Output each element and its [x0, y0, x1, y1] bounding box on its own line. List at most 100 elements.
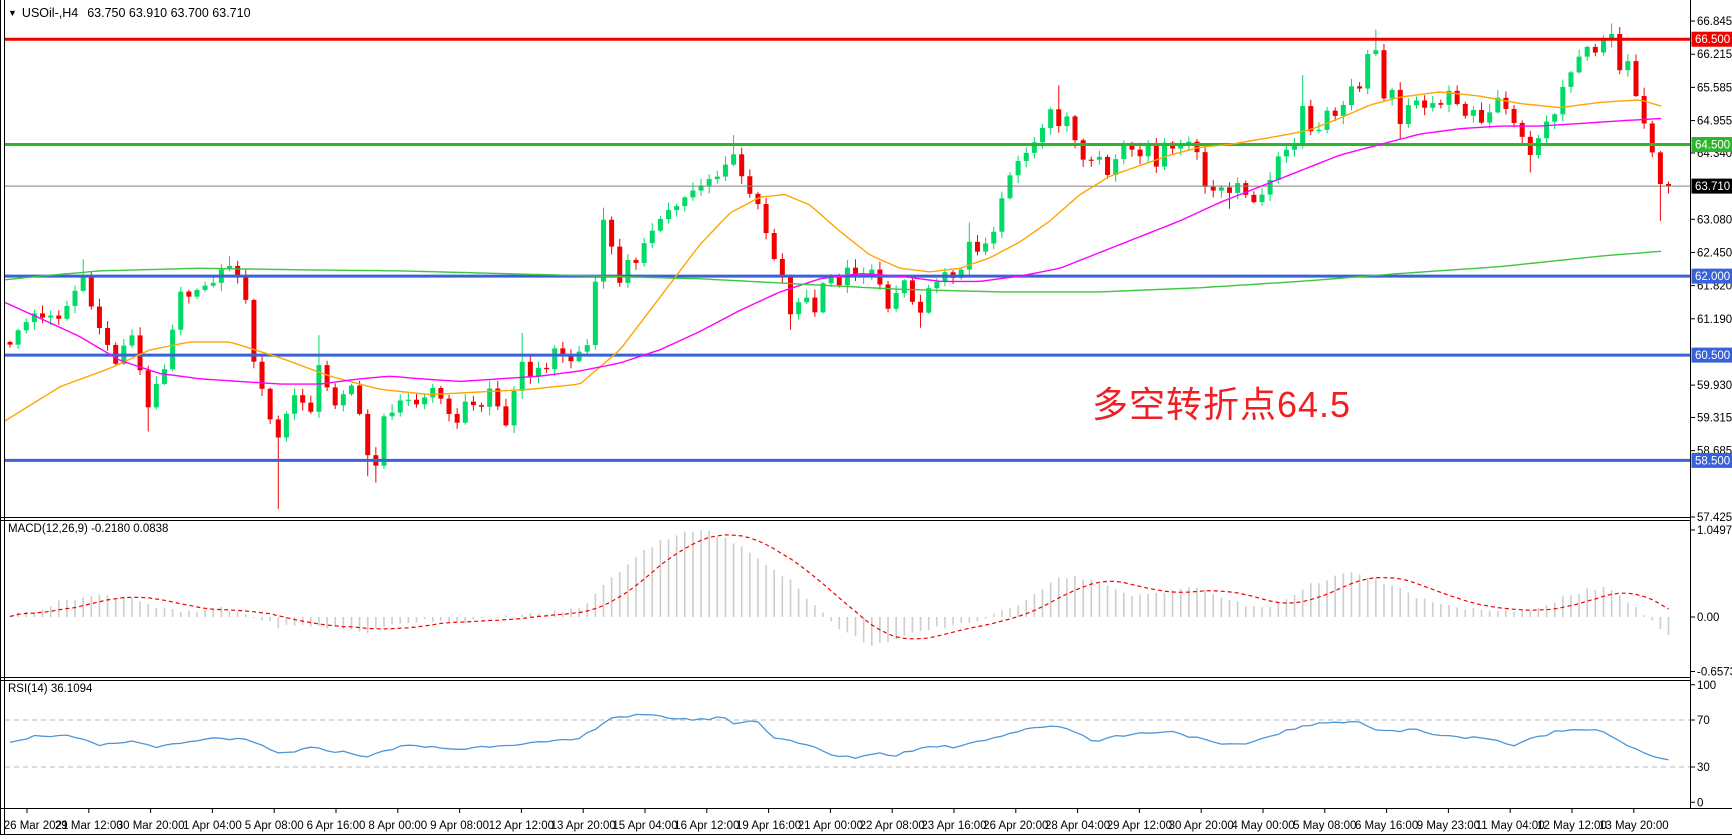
candle-body	[1300, 106, 1306, 145]
candle	[422, 393, 428, 410]
candle-body	[332, 387, 338, 406]
candle-body	[259, 361, 265, 389]
candle	[495, 380, 501, 411]
candle	[974, 234, 980, 256]
candle-body	[454, 413, 460, 423]
candle	[1495, 89, 1501, 114]
candle	[178, 286, 184, 336]
candle-body	[771, 233, 777, 259]
candle-body	[1340, 105, 1346, 116]
candle	[397, 394, 403, 417]
main-chart-pane[interactable]	[5, 0, 1690, 517]
fast-ma-line	[4, 91, 1662, 422]
rsi-axis[interactable]: 100 70 30 0	[1690, 680, 1716, 810]
time-axis-label: 19 Apr 16:00	[736, 820, 801, 832]
candle-body	[1633, 61, 1639, 97]
candle	[1519, 120, 1525, 144]
candle-body	[966, 241, 972, 270]
candle-body	[568, 356, 574, 362]
candle	[958, 267, 964, 280]
candle-body	[1161, 142, 1167, 167]
candle-body	[649, 230, 655, 244]
time-axis-label: 23 Apr 16:00	[921, 820, 986, 832]
candle-body	[763, 204, 769, 234]
price-tick-label: 64.955	[1697, 116, 1732, 128]
candle-body	[365, 413, 371, 456]
collapse-ohlc-icon[interactable]: ▼	[8, 8, 17, 18]
candle	[592, 274, 598, 350]
candle-body	[527, 361, 533, 377]
candle-body	[1251, 194, 1257, 203]
candle-body	[983, 243, 989, 252]
candle-body	[1495, 97, 1501, 113]
candle	[1560, 79, 1566, 122]
time-axis-label: 11 May 04:00	[1476, 820, 1545, 832]
candle-body	[202, 285, 208, 290]
candle	[609, 216, 615, 255]
candle	[1251, 191, 1257, 204]
candle	[348, 383, 354, 396]
candle	[1243, 180, 1249, 199]
candle-body	[292, 395, 298, 414]
candle	[1544, 115, 1550, 145]
candle-body	[535, 367, 541, 377]
candle-body	[348, 385, 354, 395]
candle	[1324, 106, 1330, 134]
candle	[365, 409, 371, 477]
candle-body	[153, 383, 159, 408]
macd-axis[interactable]: 1.0497 0.00 -0.6573	[1690, 525, 1732, 679]
candle	[1617, 27, 1623, 75]
candle	[324, 360, 330, 392]
candle-body	[1389, 89, 1395, 99]
candle-body	[397, 400, 403, 413]
time-axis-label: 29 Apr 12:00	[1107, 820, 1172, 832]
macd-tick-label: 0.00	[1697, 612, 1719, 624]
candle	[706, 174, 712, 194]
candle-body	[1503, 97, 1509, 109]
candle	[1592, 43, 1598, 57]
candle	[1649, 120, 1655, 158]
candle	[251, 298, 257, 369]
candle	[414, 393, 419, 408]
candle	[1511, 105, 1517, 128]
candle	[1340, 101, 1346, 125]
candle-body	[105, 328, 111, 345]
candle	[918, 294, 924, 328]
candle	[1292, 138, 1298, 157]
candle-body	[1560, 86, 1566, 115]
candle	[747, 169, 753, 198]
macd-pane[interactable]	[5, 520, 1690, 677]
candle-body	[1178, 145, 1184, 149]
candle-body	[1365, 54, 1371, 89]
candle	[454, 408, 460, 430]
candle-body	[72, 290, 78, 306]
time-axis-label: 8 Apr 00:00	[368, 820, 427, 832]
price-tick-label: 65.585	[1697, 82, 1732, 94]
time-axis-label: 5 May 08:00	[1293, 820, 1356, 832]
price-axis[interactable]: 66.84566.21565.58564.95564.34063.08062.4…	[1690, 16, 1732, 524]
candle-body	[918, 301, 924, 313]
candle	[283, 411, 289, 442]
candle-body	[1048, 109, 1054, 128]
rsi-pane[interactable]	[5, 680, 1690, 808]
candle	[771, 228, 777, 261]
price-tick-label: 66.215	[1697, 49, 1732, 61]
candle-body	[1519, 122, 1525, 137]
candle-body	[722, 164, 728, 177]
candle-body	[96, 306, 102, 329]
candle-body	[1446, 90, 1452, 105]
candle	[1332, 107, 1338, 122]
badge-label: 66.500	[1695, 34, 1730, 46]
price-line-badge: 58.500	[1691, 452, 1732, 468]
rsi-line	[9, 713, 1669, 761]
candle-body	[56, 315, 62, 319]
candle-body	[251, 299, 257, 362]
candle-body	[836, 277, 842, 286]
candle	[446, 394, 452, 422]
candle-body	[1666, 184, 1672, 187]
candle	[1373, 29, 1379, 57]
price-tick-label: 63.080	[1697, 214, 1732, 226]
candle-body	[1422, 100, 1428, 108]
candle-body	[1007, 175, 1013, 199]
